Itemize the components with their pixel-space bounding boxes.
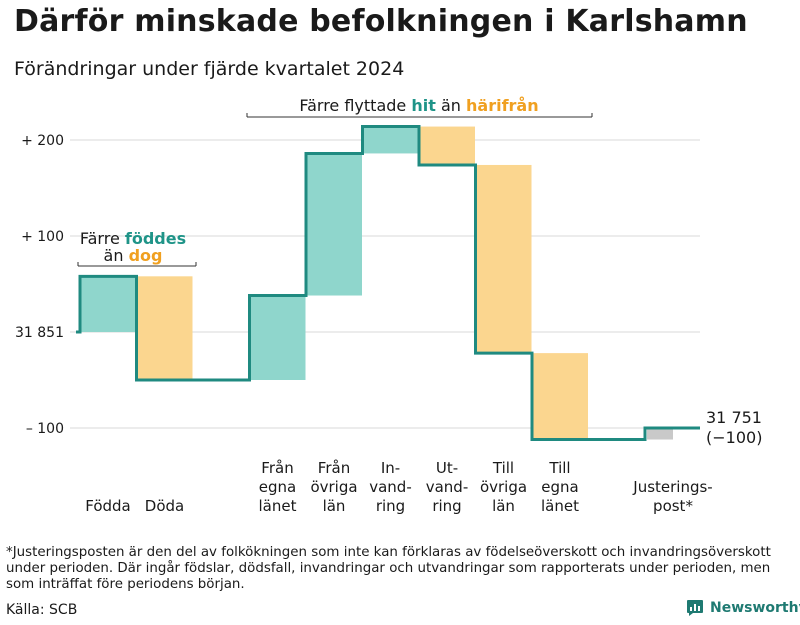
category-label: län (323, 497, 346, 515)
category-label: län (492, 497, 515, 515)
category-label: Till (492, 459, 514, 477)
births-annotation-orange: dog (129, 246, 163, 265)
newsworthy-logo-icon (687, 600, 703, 616)
births-annotation-text-2: än (104, 246, 124, 265)
category-label: vand- (369, 478, 412, 496)
y-tick-label: 31 851 (15, 325, 64, 341)
category-label: Från (318, 459, 350, 477)
y-tick-label: + 100 (21, 229, 64, 245)
migration-annotation: Färre flyttade hit än härifrån (246, 96, 593, 118)
category-label: länet (541, 497, 579, 515)
category-label: egna (541, 478, 578, 496)
births-annotation: Färre föddes än dog (77, 229, 197, 267)
chart-subtitle: Förändringar under fjärde kvartalet 2024 (14, 58, 405, 80)
category-label: övriga (480, 478, 527, 496)
category-label: Justerings- (632, 478, 712, 496)
brand-name: Newsworthy (710, 600, 800, 616)
svg-text:Färre föddes: Färre föddes (80, 229, 186, 248)
waterfall-bar (475, 164, 532, 354)
category-label: Döda (145, 497, 184, 515)
end-value-label: 31 751 (706, 408, 762, 427)
category-label: Födda (85, 497, 131, 515)
births-annotation-text: Färre (80, 229, 120, 248)
end-change-label: (−100) (706, 428, 762, 447)
category-label: egna (259, 478, 296, 496)
waterfall-bar (647, 428, 673, 440)
svg-text:Färre flyttade hit än härifrån: Färre flyttade hit än härifrån (299, 96, 538, 115)
births-annotation-teal: föddes (125, 229, 186, 248)
source: Källa: SCB (6, 602, 78, 618)
waterfall-bar (306, 153, 362, 296)
category-label: länet (259, 497, 297, 515)
migration-annotation-mid: än (441, 96, 461, 115)
footnote: *Justeringsposten är den del av folkökni… (6, 545, 771, 592)
migration-annotation-text: Färre flyttade (299, 96, 406, 115)
chart-title: Därför minskade befolkningen i Karlshamn (14, 4, 748, 39)
y-tick-label: + 200 (21, 133, 64, 149)
category-label: övriga (310, 478, 357, 496)
migration-annotation-orange: härifrån (466, 96, 539, 115)
category-label: ring (432, 497, 461, 515)
cumulative-line (76, 125, 700, 442)
waterfall-bar (136, 276, 193, 380)
y-tick-label: – 100 (26, 421, 64, 437)
waterfall-bar (532, 353, 588, 440)
migration-annotation-teal: hit (411, 96, 436, 115)
category-label: In- (381, 459, 400, 477)
waterfall-bar (249, 295, 306, 380)
category-label: post* (653, 497, 693, 515)
category-label: Till (548, 459, 570, 477)
svg-text:än dog: än dog (104, 246, 163, 265)
category-label: ring (376, 497, 405, 515)
waterfall-bar (80, 276, 136, 332)
end-labels: 31 751 (−100) (706, 408, 762, 447)
category-label: Från (261, 459, 293, 477)
category-label: Ut- (436, 459, 458, 477)
waterfall-bar (362, 126, 419, 154)
waterfall-bar (419, 126, 475, 165)
brand-logo: Newsworthy (686, 599, 800, 617)
category-label: vand- (426, 478, 469, 496)
